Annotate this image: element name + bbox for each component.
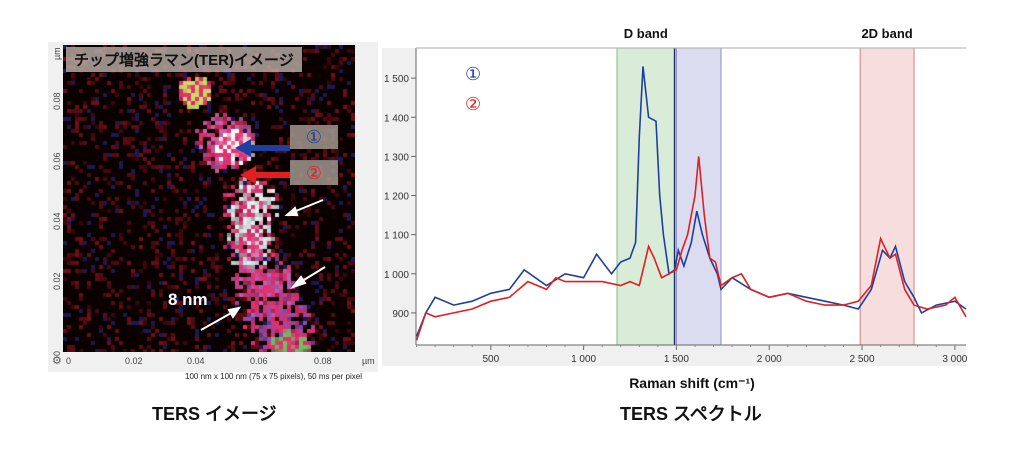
x-axis-label: Raman shift (cm⁻¹) <box>629 375 755 391</box>
y-tick-label: 900 <box>392 309 409 320</box>
x-tick-label: 500 <box>482 354 499 365</box>
legend-1: ① <box>465 64 481 84</box>
y-tick-label: 1 000 <box>384 270 409 281</box>
image-arrows <box>200 139 326 331</box>
y-tick-label: 1 400 <box>384 113 409 124</box>
x-tick-label: 1 500 <box>664 354 689 365</box>
x-tick: 0.08 <box>314 356 332 366</box>
gear-icon[interactable]: ⚙ <box>52 355 62 367</box>
ter-image <box>63 45 355 352</box>
x-tick-label: 3 000 <box>942 354 967 365</box>
x-tick-label: 2 000 <box>757 354 782 365</box>
series-line-1 <box>415 66 967 337</box>
band-label: 2D band <box>861 26 912 41</box>
band-2 <box>860 48 915 345</box>
y-tick-label: 1 300 <box>384 152 409 163</box>
x-tick: 0 <box>66 356 72 366</box>
ter-heatmap <box>63 45 355 352</box>
y-tick-label: 1 200 <box>384 192 409 203</box>
y-tick-label: 1 100 <box>384 231 409 242</box>
image-caption: 100 nm x 100 nm (75 x 75 pixels), 50 ms … <box>185 372 362 381</box>
x-tick: µm <box>362 356 375 366</box>
x-tick: 0.02 <box>125 356 143 366</box>
x-tick: 0.04 <box>187 356 205 366</box>
arrow-2 <box>240 166 290 184</box>
series-line-2 <box>415 156 967 341</box>
arrow-1 <box>235 139 290 157</box>
marker-1: ① <box>290 125 338 149</box>
x-tick-label: 1 000 <box>571 354 596 365</box>
image-title: チップ増強ラマン(TER)イメージ <box>66 47 302 72</box>
white-arrows <box>200 199 326 331</box>
legend-2: ② <box>465 94 481 114</box>
x-tick: 0.06 <box>250 356 268 366</box>
spectrum-bottom-title: TERS スペクトル <box>620 404 762 424</box>
band-label: D band <box>624 26 668 41</box>
scale-label: 8 nm <box>168 290 208 309</box>
x-tick-label: 2 500 <box>850 354 875 365</box>
y-tick-label: 1 500 <box>384 74 409 85</box>
image-bottom-title: TERS イメージ <box>152 404 277 424</box>
marker-2: ② <box>290 160 338 185</box>
band-1 <box>676 48 721 345</box>
